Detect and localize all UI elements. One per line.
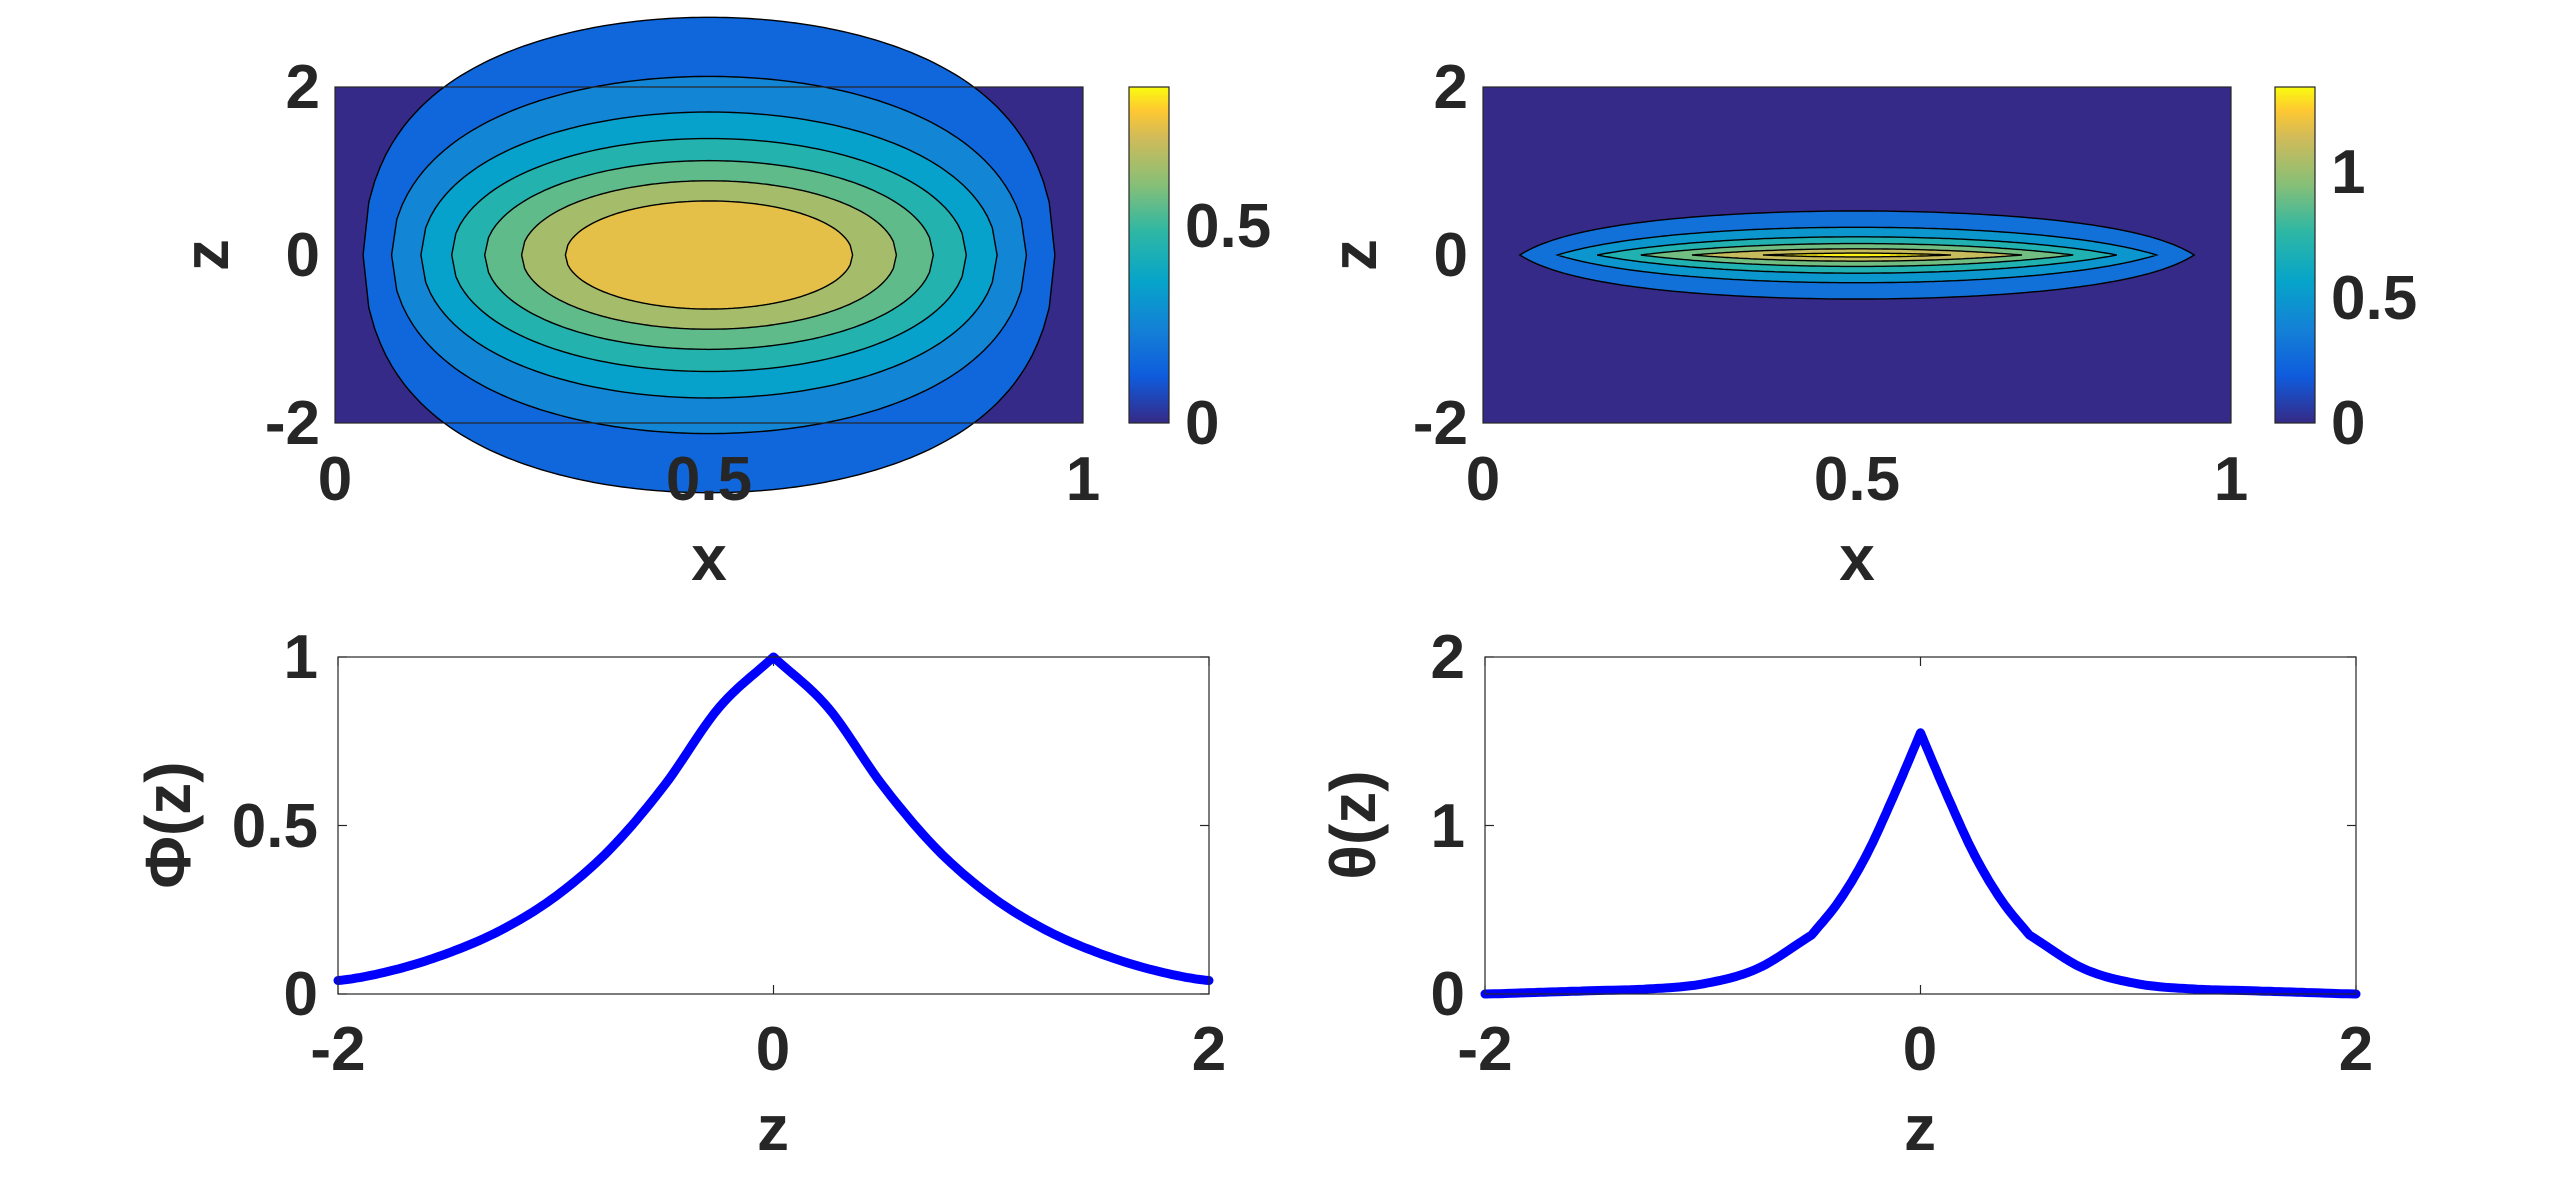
x-tick-label: 1 — [2214, 445, 2248, 514]
y-tick-label: -2 — [1413, 389, 1468, 458]
x-tick-label: 0 — [1903, 1015, 1937, 1084]
y-axis-label: Φ(z) — [132, 761, 204, 888]
contour-level — [564, 200, 854, 310]
y-tick-label: 1 — [1431, 792, 1465, 861]
y-tick-label: 0.5 — [232, 792, 318, 861]
x-tick-label: 2 — [1192, 1015, 1226, 1084]
x-tick-label: 0 — [1466, 445, 1500, 514]
y-tick-label: 0 — [1434, 221, 1468, 290]
x-axis-label: x — [1839, 522, 1875, 594]
colorbar-frame — [1128, 86, 1170, 424]
x-tick-label: -2 — [1457, 1015, 1512, 1084]
colorbar-tick-label: 0 — [2331, 389, 2365, 458]
colorbar-tick-label: 1 — [2331, 138, 2365, 207]
y-axis-label: z — [1318, 239, 1390, 271]
x-axis-label: x — [691, 522, 727, 594]
panel-line-theta: 2 1 0 -2 0 2 z θ(z) — [1317, 623, 2373, 1164]
panel-line-phi: 1 0.5 0 -2 0 2 z Φ(z) — [132, 623, 1226, 1164]
series-line-theta — [1480, 728, 2361, 999]
panel-contour-1: 2 0 -2 0 0.5 1 x z 0.5 0 — [170, 16, 1271, 594]
y-tick-label: 1 — [284, 623, 318, 692]
x-tick-label: 0.5 — [666, 445, 752, 514]
y-tick-label: 2 — [1431, 623, 1465, 692]
colorbar-tick-label: 0.5 — [2331, 264, 2417, 333]
y-tick-label: 2 — [286, 53, 320, 122]
x-tick-label: 2 — [2339, 1015, 2373, 1084]
plot-frame — [337, 656, 1210, 995]
plot-frame — [1484, 656, 2357, 995]
x-axis-label: z — [757, 1092, 789, 1164]
y-tick-label: 0 — [286, 221, 320, 290]
y-axis-label: θ(z) — [1317, 770, 1389, 879]
colorbar-frame — [2274, 86, 2316, 424]
plot-frame — [1482, 86, 2232, 424]
y-tick-label: 0 — [1431, 960, 1465, 1029]
contour-level — [1762, 252, 1952, 258]
colorbar-tick-label: 0.5 — [1185, 192, 1271, 261]
y-tick-label: 0 — [284, 960, 318, 1029]
plot-frame — [334, 86, 1084, 424]
y-tick-label: 2 — [1434, 53, 1468, 122]
y-axis-label: z — [170, 239, 242, 271]
panel-contour-2: 2 0 -2 0 0.5 1 x z 1 0.5 0 — [1318, 53, 2417, 594]
x-tick-label: 0 — [318, 445, 352, 514]
colorbar — [2275, 87, 2315, 423]
x-tick-label: 0 — [756, 1015, 790, 1084]
y-tick-label: -2 — [265, 389, 320, 458]
x-tick-label: 1 — [1066, 445, 1100, 514]
contour-levels — [362, 16, 1056, 494]
colorbar — [1129, 87, 1169, 423]
plot-background — [1485, 657, 2356, 994]
x-tick-label: -2 — [310, 1015, 365, 1084]
contour-levels — [1518, 210, 2196, 300]
x-tick-label: 0.5 — [1814, 445, 1900, 514]
colorbar-tick-label: 0 — [1185, 389, 1219, 458]
x-axis-label: z — [1904, 1092, 1936, 1164]
